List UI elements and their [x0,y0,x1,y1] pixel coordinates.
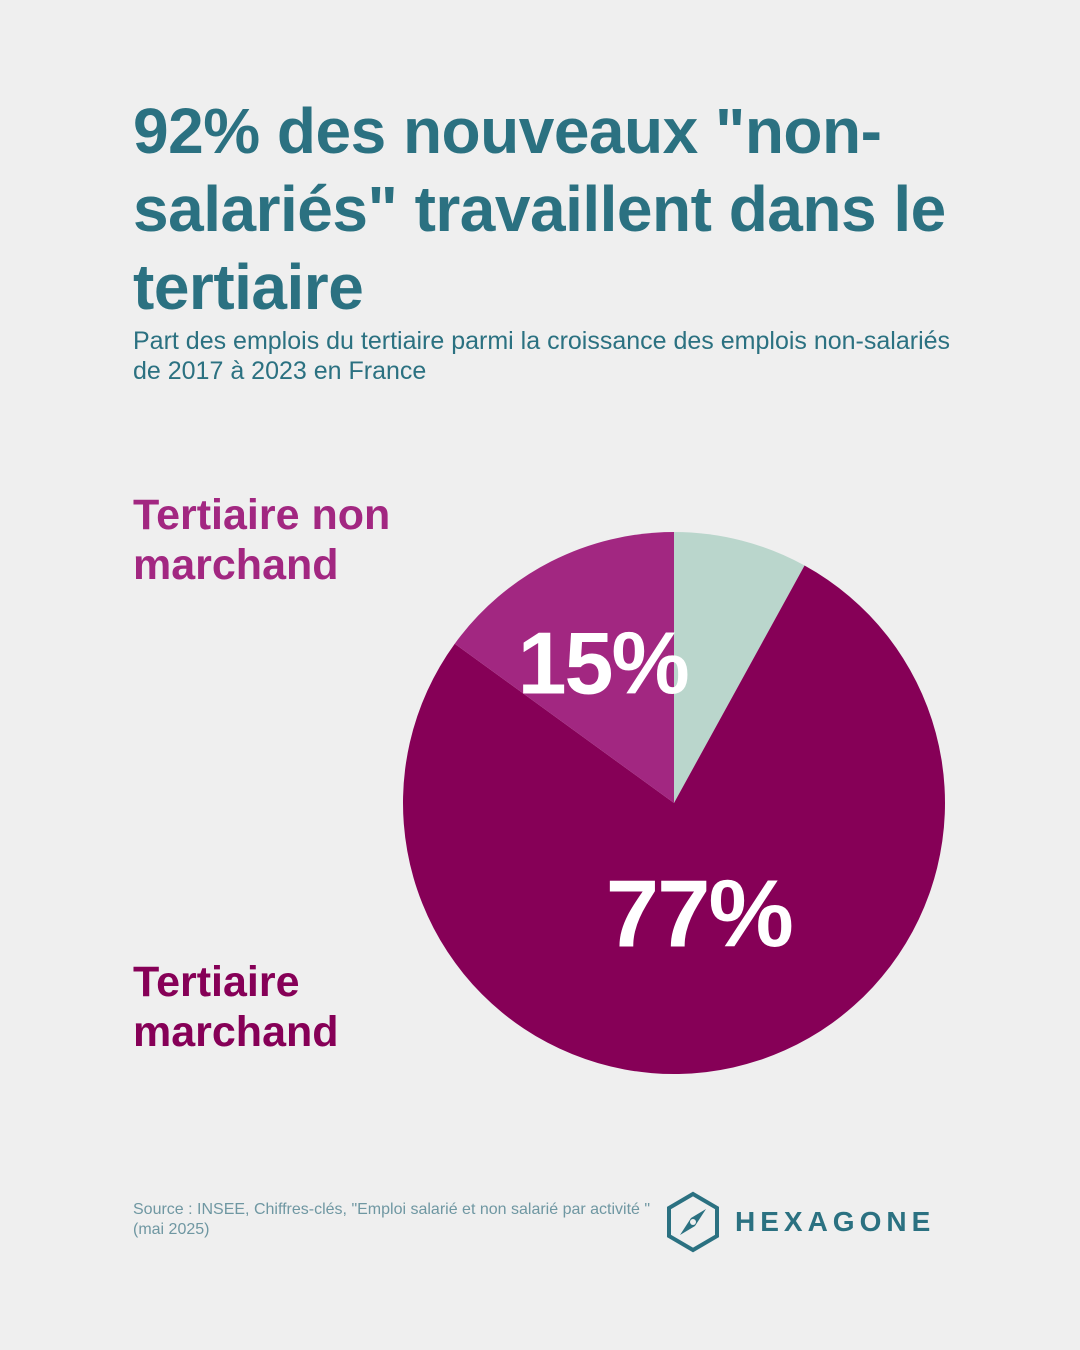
brand-name: HEXAGONE [735,1206,936,1237]
pie-slice-1 [403,565,945,1075]
label-tertiaire-marchand: Tertiaire marchand [133,958,339,1056]
pie-label-1: 77% [606,861,792,968]
source-note: Source : INSEE, Chiffres-clés, "Emploi s… [133,1201,651,1238]
pie-slice-2 [454,532,674,803]
label-tertiaire-non-marchand: Tertiaire non marchand [133,491,391,589]
subtitle: Part des emplois du tertiaire parmi la c… [133,327,951,385]
page-title: 92% des nouveaux "non-salariés" travaill… [133,95,946,323]
pie-slice-0 [674,532,805,803]
compass-hexagon-icon [667,1191,719,1253]
pie-label-2: 15% [518,613,688,712]
brand-logo: HEXAGONE [665,1191,936,1253]
